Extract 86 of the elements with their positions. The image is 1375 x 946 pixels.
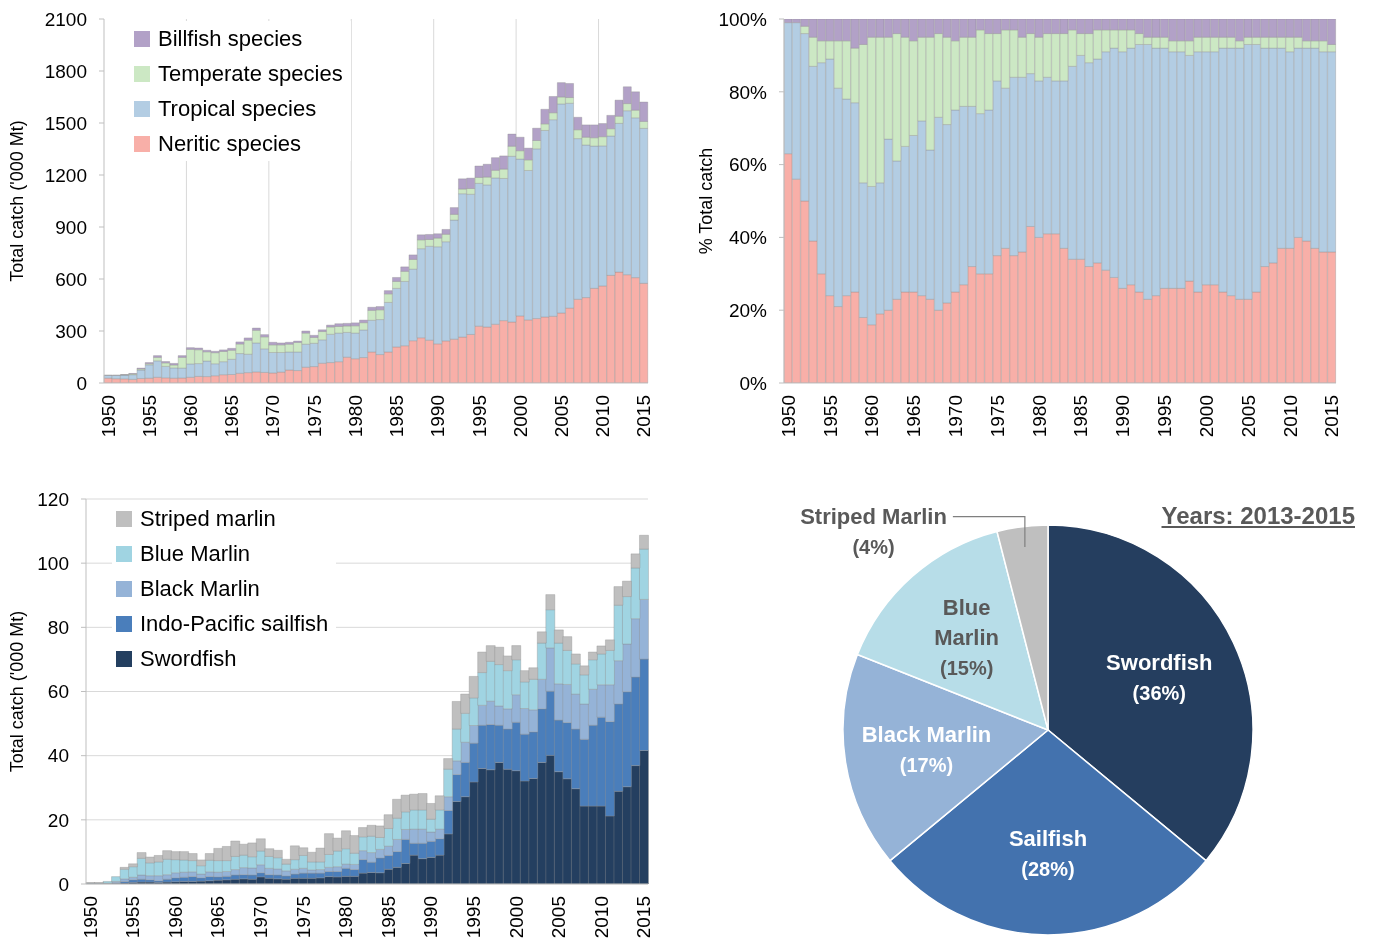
x-tick-label: 1955 xyxy=(122,896,144,939)
x-tick-label: 1970 xyxy=(250,896,272,939)
slice-label: Blue Marlin xyxy=(934,595,1000,651)
x-tick-label: 1950 xyxy=(777,395,799,438)
x-tick-label: 1995 xyxy=(462,896,484,939)
x-tick-label: 1980 xyxy=(344,395,366,438)
x-tick-label: 2005 xyxy=(548,896,570,939)
x-tick-label: 1985 xyxy=(377,896,399,939)
y-tick-label: 40 xyxy=(47,745,69,767)
x-tick-label: 2005 xyxy=(550,395,572,438)
y-tick-label: 20% xyxy=(728,299,768,321)
x-tick-label: 2000 xyxy=(509,395,531,438)
x-tick-label: 2010 xyxy=(590,896,612,939)
y-axis-title: Total catch ('000 Mt) xyxy=(7,610,27,773)
x-tick-label: 2015 xyxy=(633,896,655,939)
x-tick-label: 1975 xyxy=(292,896,314,939)
data-label: (36%) xyxy=(1132,682,1186,705)
x-tick-label: 1960 xyxy=(861,395,883,438)
x-tick-label: 1970 xyxy=(262,395,284,438)
y-tick-label: 40% xyxy=(728,227,768,249)
x-tick-label: 1965 xyxy=(207,896,229,939)
x-tick-label: 1955 xyxy=(819,395,841,438)
y-tick-label: 1500 xyxy=(44,112,87,134)
x-tick-label: 1995 xyxy=(1154,395,1176,438)
y-tick-label: 1200 xyxy=(44,164,87,186)
y-tick-label: 100 xyxy=(37,552,69,574)
y-tick-label: 20 xyxy=(47,809,69,831)
data-label: (28%) xyxy=(1021,857,1075,880)
y-tick-label: 1800 xyxy=(44,60,87,82)
y-tick-label: 300 xyxy=(55,320,87,342)
x-tick-label: 1965 xyxy=(221,395,243,438)
x-tick-label: 1990 xyxy=(420,896,442,939)
x-tick-label: 2015 xyxy=(1321,395,1343,438)
x-tick-label: 2000 xyxy=(505,896,527,939)
x-tick-label: 2010 xyxy=(1279,395,1301,438)
y-tick-label: 0 xyxy=(58,873,69,895)
data-label: (17%) xyxy=(899,753,954,776)
x-tick-label: 1990 xyxy=(427,395,449,438)
y-tick-label: 120 xyxy=(37,488,69,510)
slice-label: Swordfish xyxy=(1106,650,1213,676)
x-tick-label: 1960 xyxy=(180,395,202,438)
y-axis-title: Total catch ('000 Mt) xyxy=(7,120,27,282)
chart-title: Years: 2013-2015 xyxy=(1161,502,1355,530)
x-tick-label: 2005 xyxy=(1237,395,1259,438)
x-tick-label: 1965 xyxy=(903,395,925,438)
x-tick-label: 2015 xyxy=(633,395,655,438)
slice-label: Sailfish xyxy=(1008,825,1088,851)
legend-label: Black Marlin xyxy=(140,575,260,603)
legend-label: Tropical species xyxy=(158,95,317,123)
legend-label: Striped marlin xyxy=(140,505,276,533)
x-tick-label: 1985 xyxy=(386,395,408,438)
x-tick-label: 1950 xyxy=(97,395,119,438)
y-tick-label: 60% xyxy=(728,154,768,176)
data-label: (15%) xyxy=(939,657,994,680)
x-tick-label: 1995 xyxy=(468,395,490,438)
legend-label: Swordfish xyxy=(140,645,237,673)
legend-label: Temperate species xyxy=(158,60,343,88)
y-tick-label: 80% xyxy=(728,81,768,103)
slice-label: Striped Marlin xyxy=(800,504,947,530)
y-tick-label: 60 xyxy=(47,681,69,703)
legend-label: Blue Marlin xyxy=(140,540,251,568)
slice-label: Black Marlin xyxy=(861,721,992,747)
y-axis-title: % Total catch xyxy=(696,147,716,255)
y-tick-label: 100% xyxy=(718,8,768,30)
x-tick-label: 1950 xyxy=(79,896,101,939)
y-tick-label: 0% xyxy=(739,372,768,394)
x-tick-label: 1980 xyxy=(1028,395,1050,438)
y-tick-label: 80 xyxy=(47,617,69,639)
x-tick-label: 1955 xyxy=(138,395,160,438)
x-tick-label: 1975 xyxy=(303,395,325,438)
y-tick-label: 600 xyxy=(55,268,87,290)
x-tick-label: 1980 xyxy=(335,896,357,939)
legend-label: Indo-Pacific sailfish xyxy=(140,610,329,638)
x-tick-label: 1975 xyxy=(986,395,1008,438)
data-label: (4%) xyxy=(852,536,895,559)
x-tick-label: 1960 xyxy=(164,896,186,939)
legend-label: Neritic species xyxy=(158,130,302,158)
x-tick-label: 1990 xyxy=(1112,395,1134,438)
x-tick-label: 2010 xyxy=(592,395,614,438)
y-tick-label: 900 xyxy=(55,216,87,238)
y-tick-label: 2100 xyxy=(44,8,87,30)
legend-label: Billfish species xyxy=(158,25,303,53)
x-tick-label: 1985 xyxy=(1070,395,1092,438)
x-tick-label: 2000 xyxy=(1195,395,1217,438)
x-tick-label: 1970 xyxy=(944,395,966,438)
y-tick-label: 0 xyxy=(76,372,87,394)
